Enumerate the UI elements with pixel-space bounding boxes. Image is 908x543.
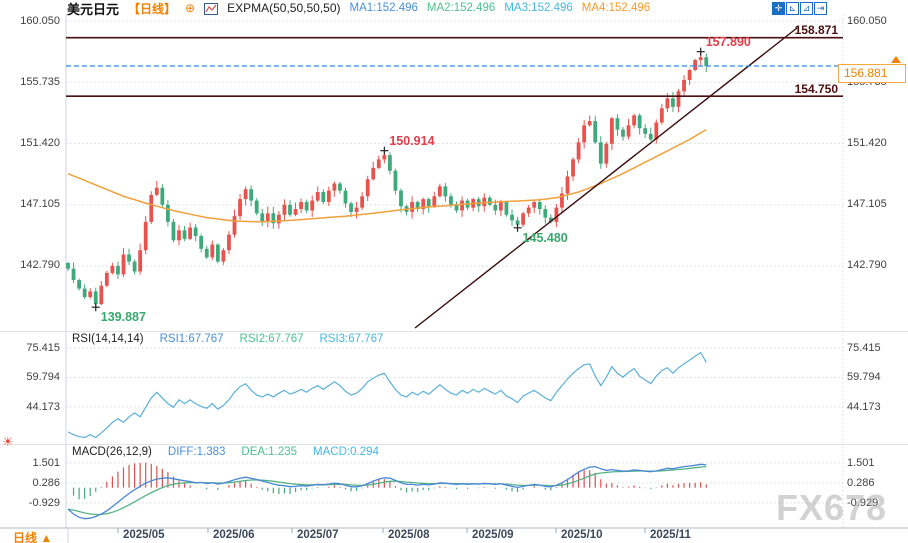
rsi1-value: RSI1:67.767 (159, 333, 224, 345)
price-axis-label: 142.790 (20, 259, 60, 272)
period-label: 日线 (13, 531, 38, 543)
current-price-box[interactable]: 156.881 (838, 64, 906, 83)
fx678-watermark: FX678 (776, 487, 888, 528)
price-axis-label: 147.105 (847, 198, 887, 211)
swing-low-label: 139.887 (100, 310, 146, 325)
rsi-axis-label: 75.415 (847, 341, 881, 354)
indicator-name[interactable]: EXPMA(50,50,50,50) (227, 1, 341, 15)
dea-value: DEA:1.235 (241, 446, 298, 458)
time-axis-label: 2025/11 (650, 529, 691, 541)
rsi2-value: RSI2:67.767 (239, 333, 304, 345)
ma4-value: MA4:152.496 (581, 2, 651, 14)
current-price-value: 156.881 (844, 66, 888, 80)
rsi-axis-label: 59.794 (26, 371, 60, 383)
ma2-value: MA2:152.496 (426, 2, 496, 14)
swing-low-label: 145.480 (522, 230, 568, 245)
macd-axis-label: -0.929 (847, 496, 879, 509)
fit-price-axis-icon[interactable]: ⊾ (786, 2, 799, 15)
macd-axis-label: 0.286 (32, 476, 60, 489)
resistance-line-label: 158.871 (794, 23, 838, 38)
scale-axis-icon[interactable]: ⊿ (800, 2, 813, 15)
swing-high-label: 157.890 (705, 34, 751, 49)
swing-high-label: 150.914 (389, 133, 435, 148)
macd-axis-label: 1.501 (847, 456, 875, 469)
price-axis-label: 151.420 (20, 136, 60, 149)
rsi-axis-label: 44.173 (26, 400, 60, 413)
rsi-axis-label: 75.415 (26, 341, 60, 354)
ma3-value: MA3:152.496 (504, 2, 573, 14)
ma1-value: MA1:152.496 (349, 2, 418, 14)
go-to-latest-icon[interactable]: ⇥ (814, 2, 827, 15)
price-axis-label: 151.420 (847, 136, 887, 149)
add-indicator-icon[interactable]: ⊕ (185, 1, 196, 15)
price-up-arrow-icon (891, 56, 901, 63)
support-line-label: 154.750 (794, 81, 838, 96)
period-selector[interactable]: 日线 ▲ (13, 529, 52, 543)
macd-axis-label: 1.501 (32, 456, 60, 469)
rsi-panel-header: RSI(14,14,14) RSI1:67.767 RSI2:67.767 RS… (72, 333, 383, 345)
price-axis-label: 155.735 (20, 75, 60, 88)
period-tag[interactable]: 【日线】 (128, 1, 177, 16)
time-axis-label: 2025/05 (123, 529, 165, 541)
rsi-axis-label: 44.173 (847, 400, 881, 413)
time-axis-label: 2025/06 (213, 529, 255, 541)
rsi3-value: RSI3:67.767 (319, 333, 384, 345)
rsi-indicator-name[interactable]: RSI(14,14,14) (72, 333, 144, 345)
alert-sun-icon[interactable]: ☀ (2, 434, 14, 449)
diff-value: DIFF:1.383 (167, 446, 226, 458)
macd-axis-label: -0.929 (28, 496, 60, 509)
price-axis-label: 147.105 (20, 198, 60, 211)
period-arrow-icon: ▲ (40, 531, 53, 543)
chart-toolbar: ✛ ⊾ ⊿ ⇥ (772, 2, 827, 15)
chart-header: 美元日元 【日线】 ⊕ EXPMA(50,50,50,50) MA1:152.4… (67, 1, 651, 17)
macd-value: MACD:0.294 (313, 446, 379, 458)
price-axis-label: 160.050 (847, 14, 887, 27)
macd-axis-label: 0.286 (847, 476, 875, 489)
rsi-axis-label: 59.794 (847, 371, 881, 383)
time-axis-label: 2025/08 (388, 529, 430, 541)
time-axis-label: 2025/10 (561, 529, 603, 541)
price-axis-label: 142.790 (847, 259, 887, 272)
macd-indicator-name[interactable]: MACD(26,12,9) (72, 446, 152, 458)
price-axis-label: 160.050 (20, 14, 60, 27)
indicator-chart-icon[interactable] (204, 2, 219, 15)
time-axis-label: 2025/09 (472, 529, 514, 541)
macd-panel-header: MACD(26,12,9) DIFF:1.383 DEA:1.235 MACD:… (72, 446, 379, 458)
symbol-title: 美元日元 (67, 1, 120, 17)
crosshair-move-icon[interactable]: ✛ (772, 2, 785, 15)
time-axis-label: 2025/07 (297, 529, 339, 541)
